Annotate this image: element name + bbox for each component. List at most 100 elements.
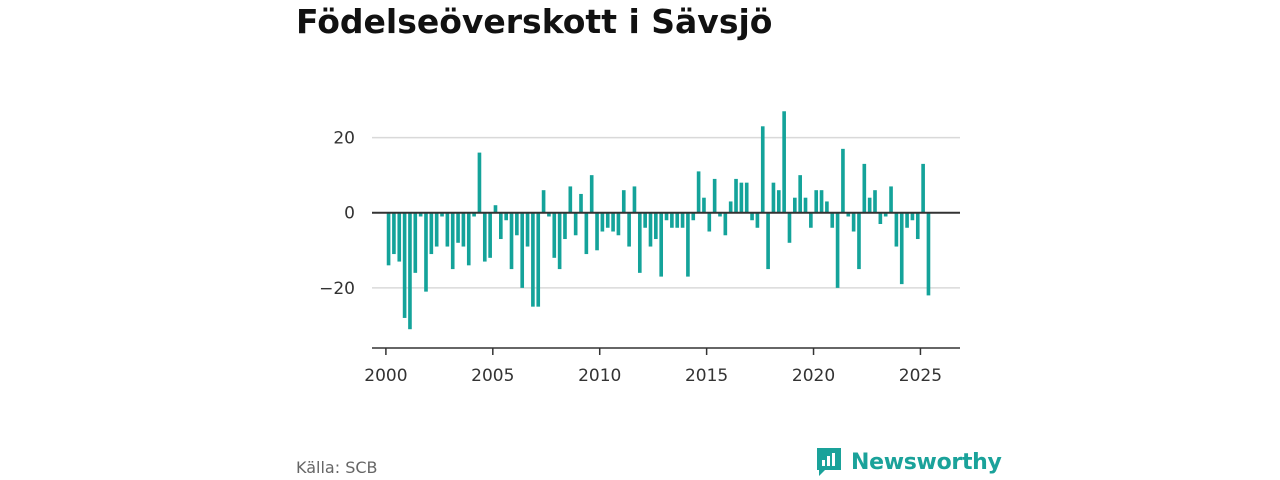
bar [520, 212, 525, 288]
bar [472, 212, 476, 217]
bar [509, 212, 514, 270]
bar [477, 152, 482, 213]
bar [397, 212, 402, 262]
bar [515, 212, 519, 236]
bar [718, 212, 722, 217]
bar [392, 212, 396, 255]
x-tick-label: 2015 [685, 366, 728, 386]
bar [488, 212, 492, 258]
bar [744, 182, 749, 213]
bar [696, 171, 701, 213]
x-axis: 2000 2005 2010 2015 2020 2025 [364, 347, 960, 386]
bar [910, 212, 915, 221]
bar [830, 212, 835, 228]
bar [707, 212, 712, 232]
bar [536, 212, 541, 307]
bar [429, 212, 434, 255]
bar [883, 212, 888, 217]
bar [873, 190, 877, 213]
bar [413, 212, 418, 273]
gridlines [372, 136, 960, 289]
bar [691, 212, 696, 221]
bar [905, 212, 909, 228]
y-tick-label: 0 [344, 204, 355, 224]
bar [456, 212, 460, 243]
bar [605, 212, 610, 228]
bar [643, 212, 647, 228]
bar [632, 186, 637, 213]
bar [867, 197, 872, 213]
x-tick-label: 2000 [364, 366, 407, 386]
bar [493, 205, 498, 213]
newsworthy-logo-icon [817, 448, 841, 476]
bar [434, 212, 439, 247]
bar [589, 175, 594, 213]
bar [686, 212, 690, 277]
bar [835, 212, 840, 288]
bar [445, 212, 450, 247]
bar [894, 212, 899, 247]
bar [386, 212, 391, 266]
bar [771, 182, 776, 213]
bar [573, 212, 578, 236]
bar [616, 212, 621, 236]
bar [568, 186, 573, 213]
bar [659, 212, 664, 277]
bar [728, 201, 733, 213]
bar [846, 212, 851, 217]
bar [915, 212, 920, 240]
source-note: Källa: SCB [296, 458, 378, 477]
bar [552, 212, 557, 258]
bar [482, 212, 487, 262]
bar [787, 212, 792, 243]
bars [386, 111, 931, 330]
x-tick-label: 2005 [471, 366, 514, 386]
x-tick-label: 2020 [792, 366, 835, 386]
bar [664, 212, 669, 221]
bar [862, 163, 867, 213]
y-tick-label: 20 [333, 129, 355, 149]
bar [531, 212, 535, 307]
bar [461, 212, 466, 247]
brand-name: Newsworthy [851, 449, 1002, 475]
bar [450, 212, 455, 270]
bar [793, 197, 797, 213]
bar [525, 212, 530, 247]
bar [654, 212, 658, 240]
bar [418, 212, 423, 217]
bar [680, 212, 685, 228]
bar [723, 212, 728, 236]
bar [734, 178, 738, 213]
bar [814, 190, 819, 213]
bar [541, 190, 546, 213]
y-tick-label: −20 [319, 279, 355, 299]
newsworthy-logo: Newsworthy [815, 446, 1002, 478]
bar [926, 212, 931, 296]
bar [755, 212, 760, 228]
bar [637, 212, 642, 273]
bar [611, 212, 615, 232]
bar [579, 193, 583, 213]
bar [878, 212, 883, 224]
bar [798, 175, 802, 213]
bar [809, 212, 813, 228]
bar [739, 182, 744, 213]
bar [702, 197, 706, 213]
y-axis-labels: −20 0 20 [319, 129, 355, 299]
bar [563, 212, 567, 240]
chart-title: Födelseöverskott i Sävsjö [296, 2, 773, 41]
bar [466, 212, 471, 266]
bar [766, 212, 770, 270]
bar [825, 201, 829, 213]
bar [776, 190, 781, 213]
bar [402, 212, 407, 318]
bar [851, 212, 856, 232]
bar [440, 212, 444, 217]
bar [557, 212, 562, 270]
bar [889, 186, 893, 213]
bar [921, 163, 925, 213]
bar [857, 212, 861, 270]
bar [712, 178, 717, 213]
bar [750, 212, 754, 221]
